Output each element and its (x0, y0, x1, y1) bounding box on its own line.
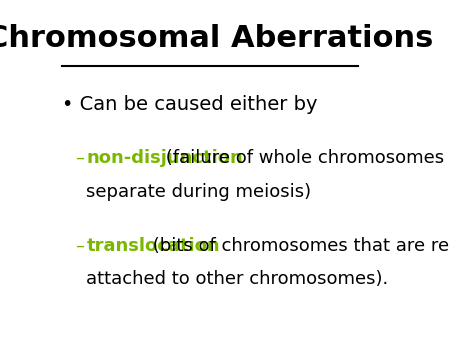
Text: • Can be caused either by: • Can be caused either by (62, 95, 318, 114)
Text: attached to other chromosomes).: attached to other chromosomes). (86, 270, 388, 288)
Text: (bits of chromosomes that are re-: (bits of chromosomes that are re- (147, 237, 450, 255)
Text: Chromosomal Aberrations: Chromosomal Aberrations (0, 24, 434, 53)
Text: –: – (75, 149, 84, 167)
Text: translocation: translocation (86, 237, 220, 255)
Text: –: – (75, 237, 84, 255)
Text: separate during meiosis): separate during meiosis) (86, 183, 311, 200)
Text: non-disjunction: non-disjunction (86, 149, 243, 167)
Text: (failure of whole chromosomes to: (failure of whole chromosomes to (160, 149, 450, 167)
